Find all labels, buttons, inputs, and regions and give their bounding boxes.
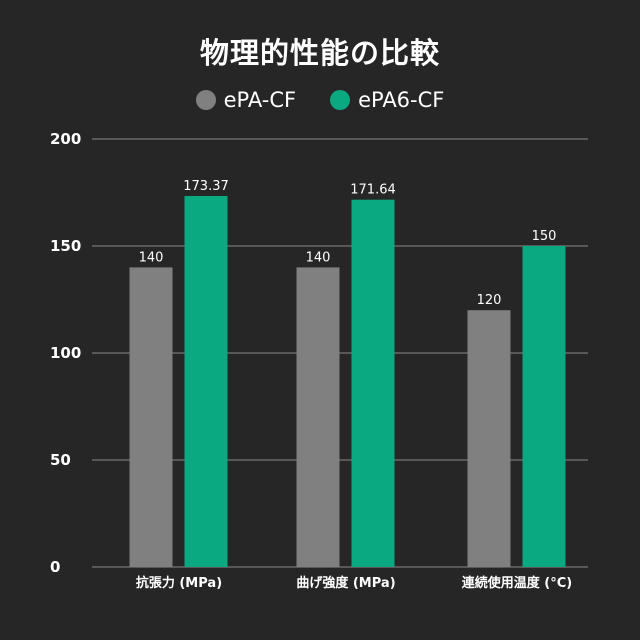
data-label-2-1: 173.37 — [183, 179, 229, 194]
bar-2-3 — [522, 246, 566, 567]
data-label-1-2: 140 — [306, 250, 331, 265]
bar-2-1 — [184, 195, 228, 567]
bar-1-2 — [296, 267, 340, 567]
y-tick-label-1: 50 — [50, 451, 71, 469]
chart-legend: ePA-CF ePA6-CF — [0, 88, 640, 112]
bar-1-1 — [129, 267, 173, 567]
legend-label-series-2: ePA6-CF — [358, 88, 445, 112]
y-tick-label-2: 100 — [50, 344, 81, 362]
legend-label-series-1: ePA-CF — [223, 88, 297, 112]
legend-item-series-1: ePA-CF — [195, 88, 297, 112]
bar-2-2 — [351, 199, 395, 567]
y-tick-label-0: 0 — [50, 558, 60, 576]
data-label-2-2: 171.64 — [350, 183, 396, 198]
y-tick-label-4: 200 — [50, 130, 81, 148]
legend-swatch-series-1 — [195, 90, 216, 110]
x-category-label-1: 抗張力 (MPa) — [136, 575, 222, 591]
data-label-2-3: 150 — [532, 229, 557, 244]
bar-1-3 — [467, 310, 511, 567]
data-label-1-1: 140 — [139, 250, 164, 265]
legend-swatch-series-2 — [330, 90, 351, 110]
x-category-label-3: 連続使用温度 (°C) — [462, 575, 572, 591]
x-category-label-2: 曲げ強度 (MPa) — [296, 575, 395, 591]
chart-title: 物理的性能の比較 — [199, 36, 440, 70]
y-tick-label-3: 150 — [50, 237, 81, 255]
data-label-1-3: 120 — [477, 293, 502, 308]
legend-item-series-2: ePA6-CF — [330, 88, 444, 112]
